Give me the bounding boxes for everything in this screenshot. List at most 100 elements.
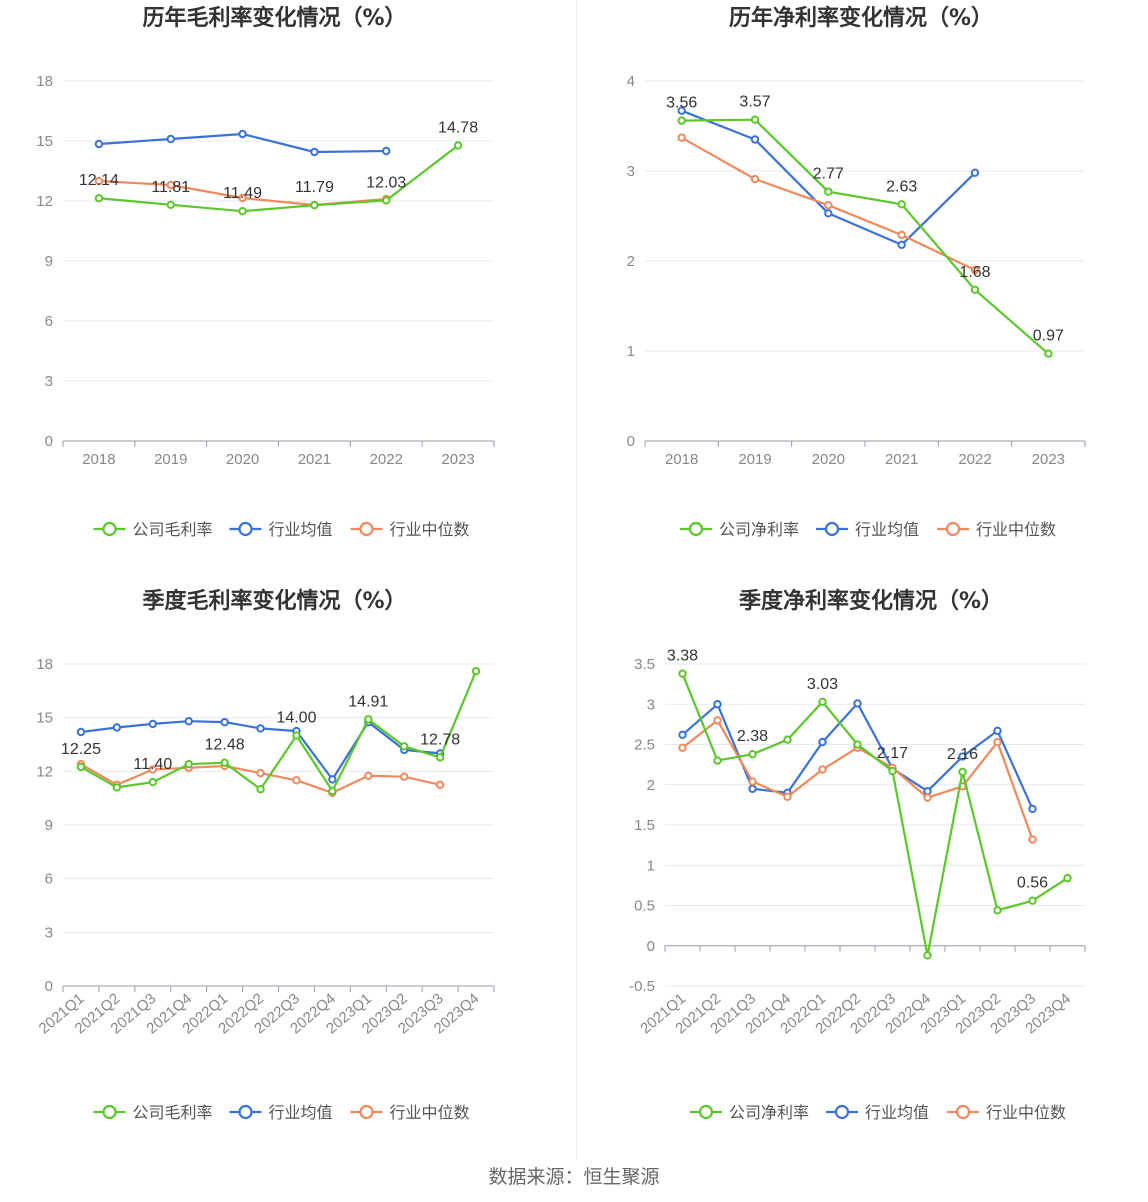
data-point-company[interactable] (400, 742, 409, 751)
data-point-company[interactable] (853, 740, 862, 749)
data-point-avg[interactable] (112, 723, 122, 732)
data-point-median[interactable] (256, 768, 265, 778)
y-tick-label: 15 (36, 710, 53, 727)
data-point-company[interactable] (1044, 349, 1053, 358)
data-point-median[interactable] (364, 771, 373, 781)
data-point-company[interactable] (112, 783, 122, 792)
legend-item-avg[interactable]: 行业均值 (229, 1103, 333, 1122)
data-point-median[interactable] (148, 765, 157, 774)
data-point-company[interactable] (958, 767, 967, 777)
data-point-avg[interactable] (897, 240, 906, 250)
data-point-median[interactable] (824, 201, 833, 210)
data-point-median[interactable] (435, 780, 445, 789)
legend-item-company[interactable]: 公司毛利率 (93, 520, 213, 539)
legend-item-avg[interactable]: 行业均值 (229, 520, 333, 539)
data-point-avg[interactable] (148, 719, 157, 729)
legend-item-median[interactable]: 行业中位数 (350, 520, 470, 539)
data-point-avg[interactable] (238, 129, 247, 139)
data-point-company[interactable] (818, 697, 827, 707)
data-point-median[interactable] (166, 180, 175, 190)
data-point-avg[interactable] (748, 784, 757, 793)
data-point-median[interactable] (238, 193, 247, 203)
data-point-company[interactable] (888, 766, 897, 776)
data-point-avg[interactable] (824, 209, 833, 218)
data-point-median[interactable] (993, 737, 1002, 747)
data-point-company[interactable] (453, 141, 463, 150)
data-point-median[interactable] (818, 765, 827, 774)
data-point-company[interactable] (1028, 896, 1037, 905)
data-point-avg[interactable] (677, 106, 686, 115)
data-point-company[interactable] (783, 735, 792, 744)
data-point-median[interactable] (94, 176, 104, 186)
data-point-avg[interactable] (923, 786, 932, 796)
data-point-avg[interactable] (818, 737, 827, 747)
data-point-avg[interactable] (166, 134, 175, 144)
data-point-company[interactable] (256, 785, 265, 794)
data-point-company[interactable] (435, 753, 445, 762)
data-point-median[interactable] (677, 133, 686, 142)
data-point-company[interactable] (166, 200, 175, 210)
data-point-company[interactable] (328, 786, 337, 796)
data-point-median[interactable] (292, 776, 301, 785)
data-point-median[interactable] (897, 230, 906, 240)
data-point-avg[interactable] (76, 727, 86, 737)
data-point-company[interactable] (713, 756, 722, 765)
data-point-company[interactable] (94, 194, 104, 203)
data-point-company[interactable] (76, 762, 86, 772)
data-point-avg[interactable] (993, 726, 1002, 736)
data-point-avg[interactable] (382, 146, 391, 156)
data-point-avg[interactable] (750, 135, 760, 144)
data-point-company[interactable] (382, 196, 391, 205)
data-point-avg[interactable] (310, 147, 319, 157)
data-point-median[interactable] (748, 777, 757, 786)
legend-item-avg[interactable]: 行业均值 (826, 1103, 929, 1122)
data-point-company[interactable] (292, 731, 301, 740)
data-point-company[interactable] (970, 285, 980, 294)
data-point-avg[interactable] (328, 775, 337, 784)
data-point-avg[interactable] (713, 700, 722, 709)
data-point-company[interactable] (678, 669, 687, 678)
legend-item-median[interactable]: 行业中位数 (350, 1103, 470, 1122)
data-point-avg[interactable] (1028, 804, 1037, 814)
data-point-median[interactable] (678, 743, 687, 752)
data-point-company[interactable] (750, 115, 760, 124)
legend-item-company[interactable]: 公司净利率 (690, 1103, 809, 1122)
data-point-company[interactable] (220, 758, 229, 767)
data-point-company[interactable] (923, 951, 932, 960)
data-point-company[interactable] (824, 187, 833, 196)
data-point-avg[interactable] (256, 724, 265, 733)
legend-item-avg[interactable]: 行业均值 (816, 520, 919, 539)
data-point-median[interactable] (783, 792, 792, 802)
legend-item-company[interactable]: 公司毛利率 (93, 1103, 213, 1122)
legend-item-company[interactable]: 公司净利率 (680, 520, 799, 539)
data-label: 2.16 (947, 746, 978, 763)
data-point-company[interactable] (993, 906, 1002, 915)
data-point-avg[interactable] (970, 168, 980, 178)
data-point-avg[interactable] (184, 717, 193, 726)
data-point-company[interactable] (677, 116, 686, 125)
data-point-median[interactable] (970, 265, 980, 275)
legend-item-median[interactable]: 行业中位数 (947, 1103, 1066, 1122)
data-point-median[interactable] (750, 174, 760, 184)
data-point-company[interactable] (471, 666, 481, 676)
data-point-avg[interactable] (853, 699, 862, 708)
data-point-avg[interactable] (94, 139, 104, 149)
data-point-median[interactable] (713, 716, 722, 725)
legend-item-median[interactable]: 行业中位数 (937, 520, 1056, 539)
data-point-median[interactable] (1028, 835, 1037, 844)
y-tick-label: 9 (45, 817, 53, 834)
data-point-company[interactable] (310, 201, 319, 210)
data-point-median[interactable] (923, 793, 932, 802)
data-point-company[interactable] (897, 200, 906, 209)
data-label: 11.81 (151, 179, 190, 196)
data-point-company[interactable] (748, 749, 757, 759)
data-point-median[interactable] (400, 772, 409, 781)
data-point-avg[interactable] (220, 717, 229, 727)
data-point-company[interactable] (184, 759, 193, 769)
data-point-company[interactable] (364, 715, 373, 724)
data-point-company[interactable] (148, 777, 157, 787)
data-point-company[interactable] (238, 207, 247, 216)
data-point-avg[interactable] (958, 752, 967, 761)
data-point-company[interactable] (1063, 873, 1072, 883)
data-point-avg[interactable] (678, 730, 687, 740)
